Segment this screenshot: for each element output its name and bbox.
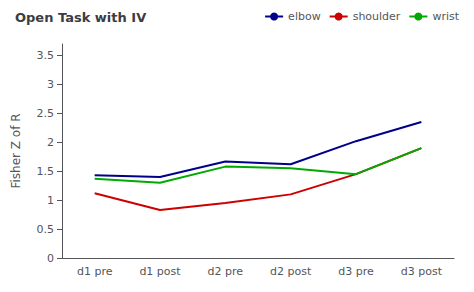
svg-text:d3 pre: d3 pre [338,265,374,278]
svg-text:1: 1 [47,194,54,207]
svg-text:3: 3 [47,78,54,91]
svg-text:d2 pre: d2 pre [208,265,244,278]
svg-text:d1 post: d1 post [139,265,181,278]
svg-text:shoulder: shoulder [353,10,401,23]
svg-text:d2 post: d2 post [270,265,312,278]
svg-text:2.5: 2.5 [37,107,55,120]
svg-text:Open Task with IV: Open Task with IV [15,10,146,25]
svg-text:2: 2 [47,136,54,149]
svg-text:d1 pre: d1 pre [77,265,113,278]
svg-text:0: 0 [47,252,54,265]
svg-text:wrist: wrist [432,10,459,23]
svg-text:d3 post: d3 post [401,265,443,278]
svg-text:elbow: elbow [288,10,321,23]
svg-text:0.5: 0.5 [37,223,55,236]
svg-text:3.5: 3.5 [37,49,55,62]
svg-text:1.5: 1.5 [37,165,55,178]
svg-text:Fisher Z of R: Fisher Z of R [9,113,23,188]
